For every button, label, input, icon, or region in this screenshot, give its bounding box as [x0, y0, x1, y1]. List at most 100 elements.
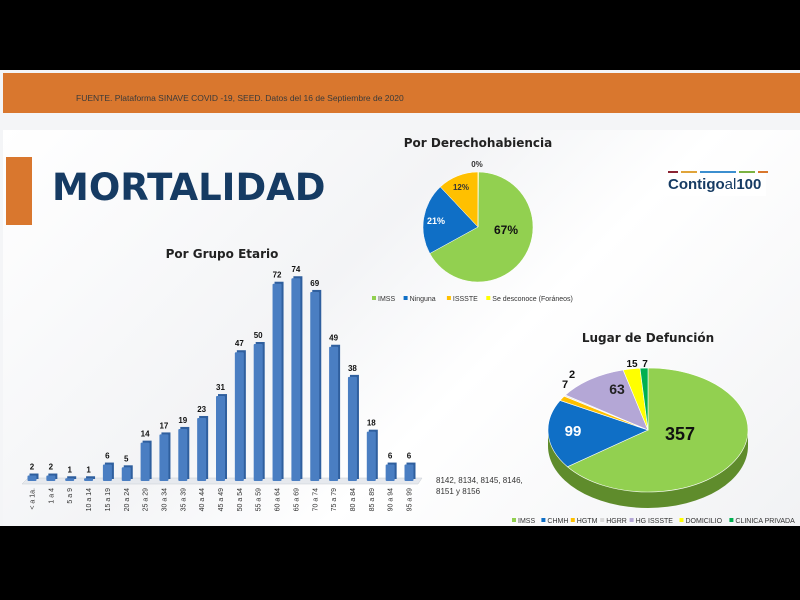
bar	[140, 442, 150, 481]
bar-value-label: 1	[67, 465, 72, 474]
bar-value-label: 6	[407, 452, 412, 461]
bar	[310, 291, 320, 481]
pie2-legend-label: IMSS	[518, 518, 535, 525]
pie2-value-label: 15	[626, 359, 638, 370]
pie2-value-label: 357	[665, 424, 695, 444]
bar-value-label: 2	[30, 463, 35, 472]
bar-category-label: < a 1a.	[30, 488, 37, 510]
bar	[385, 464, 395, 481]
bar-value-label: 74	[291, 265, 300, 274]
pie2-legend-label: DOMICILIO	[686, 518, 723, 525]
logo-contigo-al-100: Contigoal100	[664, 170, 768, 196]
pie2-legend-swatch	[600, 518, 605, 522]
bar-category-label: 5 a 9	[67, 488, 74, 504]
bar-value-label: 6	[105, 452, 110, 461]
pie2-legend-swatch	[541, 518, 546, 522]
bar-value-label: 19	[178, 416, 187, 425]
pie1-slice	[422, 186, 479, 254]
bar	[27, 475, 37, 481]
pie2-title: Lugar de Defunción	[582, 331, 714, 345]
pie1-slice	[477, 171, 479, 228]
bar-value-label: 18	[367, 419, 376, 428]
bar-category-label: 50 a 54	[237, 488, 244, 511]
bar-value-label: 47	[235, 339, 244, 348]
bar-value-label: 31	[216, 383, 225, 392]
pie2-value-label: 63	[609, 381, 625, 397]
bar-category-label: 55 a 59	[256, 488, 263, 511]
pie2-legend-swatch	[629, 518, 634, 522]
pie2-legend-swatch	[570, 518, 575, 522]
bar-value-label: 69	[310, 279, 319, 288]
bar	[291, 278, 301, 481]
pie1-legend-label: ISSSTE	[453, 296, 478, 303]
pie1-legend-label: IMSS	[378, 296, 395, 303]
bar	[121, 467, 131, 481]
bar	[197, 417, 207, 481]
bar	[65, 478, 75, 481]
pie2-value-label: 7	[562, 379, 568, 391]
bar-value-label: 5	[124, 454, 129, 463]
header-band	[3, 73, 800, 113]
bar-category-label: 80 a 84	[350, 488, 357, 511]
bar	[178, 428, 188, 481]
bar-value-label: 50	[254, 331, 263, 340]
pie2-value-label: 99	[565, 423, 582, 440]
bar-category-label: 95 a 99	[407, 488, 414, 511]
bar-value-label: 72	[273, 271, 282, 280]
pie2-legend-swatch	[729, 518, 734, 522]
bar	[272, 283, 282, 481]
pie1-value-label: 21%	[427, 216, 445, 226]
bar	[216, 396, 225, 481]
bar	[84, 478, 94, 481]
bar-value-label: 49	[329, 334, 338, 343]
pie1-legend-label: Ninguna	[410, 296, 436, 303]
bar-value-label: 23	[197, 405, 206, 414]
pie2-value-label: 2	[569, 369, 575, 381]
bar-value-label: 38	[348, 364, 357, 373]
bar	[102, 464, 112, 481]
bar-category-label: 15 a 19	[105, 488, 112, 511]
bar	[159, 434, 169, 481]
bar-category-label: 60 a 64	[275, 488, 282, 511]
bar-side	[67, 476, 77, 479]
pie2-legend-swatch	[512, 518, 516, 522]
source-text: FUENTE. Plataforma SINAVE COVID -19, SEE…	[76, 93, 404, 103]
pie1-value-label: 0%	[471, 160, 483, 169]
pie1-legend-swatch	[403, 296, 408, 300]
pie2-slice	[639, 367, 649, 431]
pie1-legend-swatch	[372, 296, 376, 300]
bar-category-label: 65 a 69	[293, 488, 300, 511]
pie2-legend-label: HGTM	[577, 518, 598, 525]
pie1-title: Por Derechohabiencia	[404, 136, 553, 150]
pie1-legend-swatch	[446, 296, 451, 300]
title-accent	[6, 157, 32, 225]
bar	[347, 376, 357, 481]
footnote: 8142, 8134, 8145, 8146, 8151 y 8156	[436, 476, 523, 496]
pie2-legend-label: CLINICA PRIVADA	[735, 518, 795, 525]
bar-category-label: 20 a 24	[124, 488, 131, 511]
pie1-legend-swatch	[486, 296, 491, 300]
pie2-slice	[566, 367, 749, 493]
bar-category-label: 25 a 29	[143, 488, 150, 511]
bar-category-label: 35 a 39	[180, 488, 187, 511]
pie1-legend-label: Se desconoce (Foráneos)	[492, 296, 573, 303]
bar-category-label: 70 a 74	[312, 488, 319, 511]
bar-value-label: 1	[86, 465, 91, 474]
bar-category-label: 75 a 79	[331, 488, 338, 511]
bar	[329, 346, 339, 481]
bar-category-label: 85 a 89	[369, 488, 376, 511]
page-title: MORTALIDAD	[52, 166, 326, 209]
pie1-value-label: 67%	[494, 223, 518, 237]
bar-category-label: 45 a 49	[218, 488, 225, 511]
bar-category-label: 1 a 4	[48, 488, 55, 504]
bar	[234, 352, 244, 481]
pie2-slice	[564, 369, 649, 431]
bar	[46, 475, 56, 481]
bar-value-label: 17	[159, 421, 168, 430]
bar-side	[86, 476, 96, 479]
pie2-legend-label: HG ISSSTE	[636, 518, 674, 525]
pie2-legend-label: HGRR	[606, 518, 627, 525]
bar	[404, 464, 414, 481]
bar-category-label: 40 a 44	[199, 488, 206, 511]
